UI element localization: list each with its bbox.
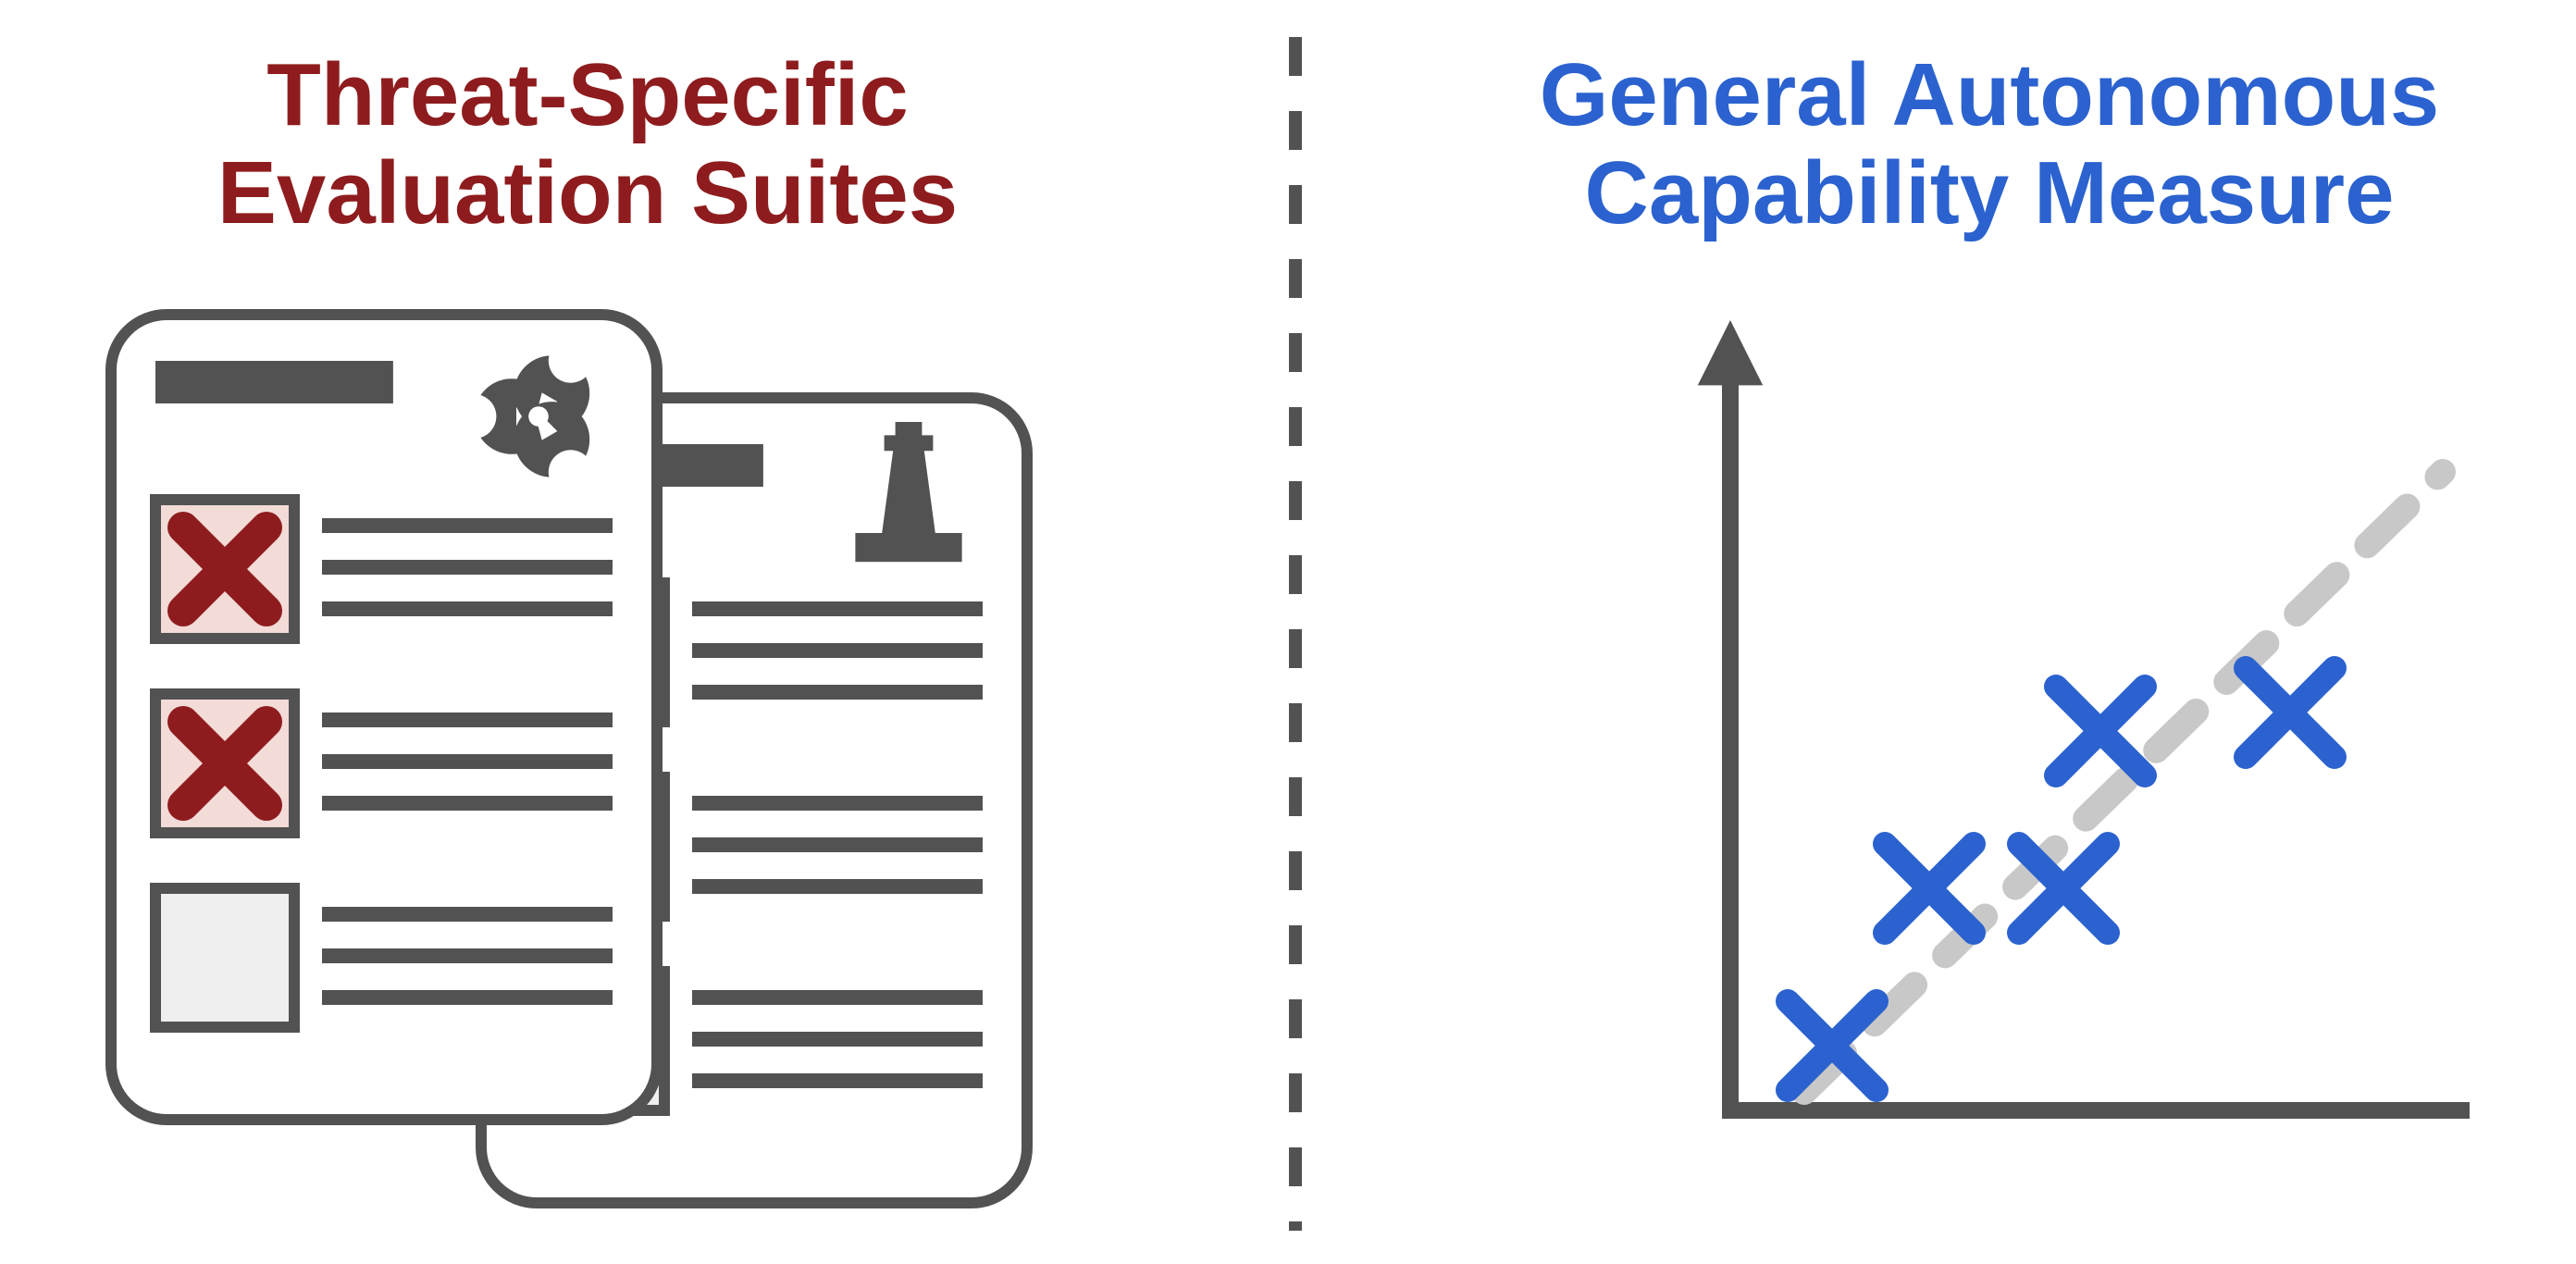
y-axis-arrow-icon [1698, 320, 1763, 385]
text-line [692, 1032, 983, 1047]
text-line [322, 560, 613, 575]
text-line [322, 796, 613, 811]
text-line [692, 1073, 983, 1088]
text-line [692, 879, 983, 894]
text-line [692, 643, 983, 658]
checklist-box [155, 888, 294, 1027]
data-point [2246, 668, 2334, 757]
text-line [322, 601, 613, 616]
text-line [692, 796, 983, 811]
text-line [322, 713, 613, 727]
vertical-divider [1289, 37, 1302, 1231]
data-point [1885, 844, 1974, 933]
text-line [322, 518, 613, 533]
trend-line [1804, 472, 2443, 1092]
text-line [692, 601, 983, 616]
data-point [2056, 687, 2145, 775]
text-line [322, 990, 613, 1005]
text-line [692, 837, 983, 852]
text-line [692, 990, 983, 1005]
text-line [322, 754, 613, 769]
text-line [692, 685, 983, 700]
front-card [111, 315, 657, 1120]
text-line [322, 948, 613, 963]
text-line [322, 907, 613, 922]
evaluation-suites-diagram [0, 0, 1203, 1264]
capability-scatter-chart [1373, 0, 2576, 1264]
